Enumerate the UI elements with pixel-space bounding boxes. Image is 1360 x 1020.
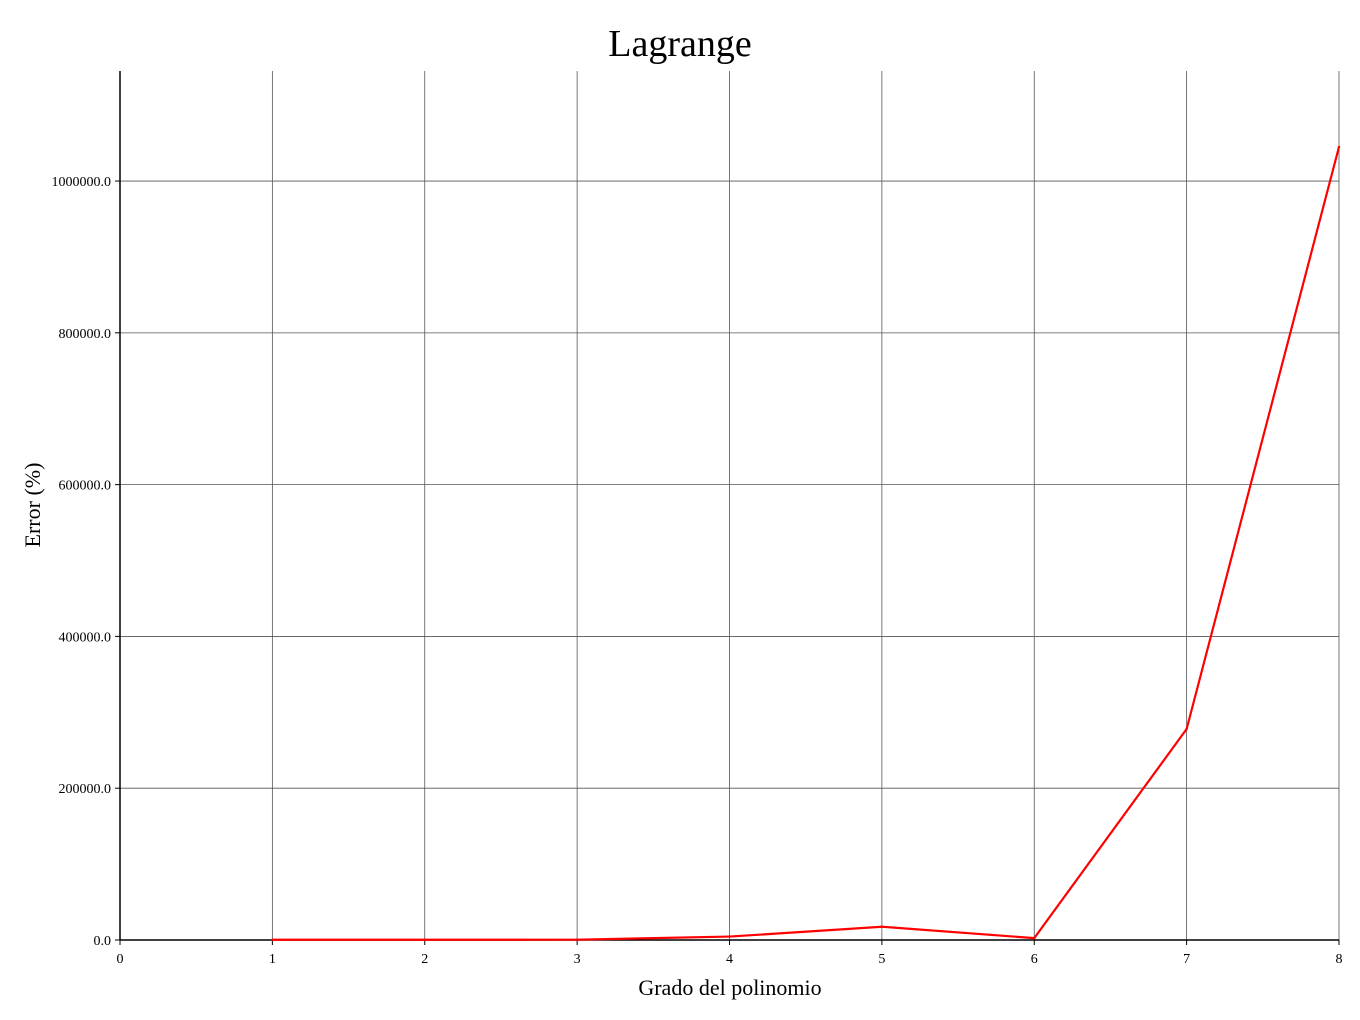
series-layer (271, 145, 1341, 941)
x-tick-label: 6 (1031, 952, 1038, 967)
series-segment (576, 935, 731, 941)
data-point (1033, 936, 1036, 940)
y-tick-label: 200000.0 (59, 782, 112, 797)
series-segment (728, 925, 883, 938)
x-tick-label: 1 (269, 952, 276, 967)
x-axis-ticks: 0 1 2 3 4 5 6 7 8 (117, 940, 1343, 967)
data-point (575, 938, 579, 941)
y-axis-label: Error (%) (20, 463, 45, 548)
x-tick-label: 0 (117, 952, 124, 967)
data-point (271, 938, 274, 941)
x-tick-label: 5 (878, 952, 885, 967)
y-tick-label: 400000.0 (59, 630, 112, 645)
x-axis-label: Grado del polinomio (638, 975, 821, 1000)
data-point (728, 935, 731, 938)
series-segment (880, 925, 1036, 940)
y-tick-label: 0.0 (94, 934, 112, 949)
x-tick-label: 4 (726, 952, 733, 967)
y-tick-label: 1000000.0 (52, 175, 112, 190)
series-segment (1185, 145, 1341, 731)
data-point (423, 938, 426, 941)
x-tick-label: 3 (574, 952, 581, 967)
data-point (1185, 727, 1188, 731)
y-axis-ticks: 0.0 200000.0 400000.0 600000.0 800000.0 10000… (52, 175, 120, 949)
y-tick-label: 600000.0 (59, 479, 112, 494)
y-tick-label: 800000.0 (59, 327, 112, 342)
data-point (880, 925, 884, 928)
y-gridlines (120, 180, 1339, 789)
x-tick-label: 7 (1183, 952, 1190, 967)
series-segment (1033, 727, 1188, 940)
series-line-group (271, 145, 1341, 941)
data-point (1337, 145, 1341, 149)
x-gridlines (271, 71, 1340, 940)
x-tick-label: 2 (421, 952, 428, 967)
x-tick-label: 8 (1336, 952, 1343, 967)
chart-title: Lagrange (608, 23, 751, 65)
